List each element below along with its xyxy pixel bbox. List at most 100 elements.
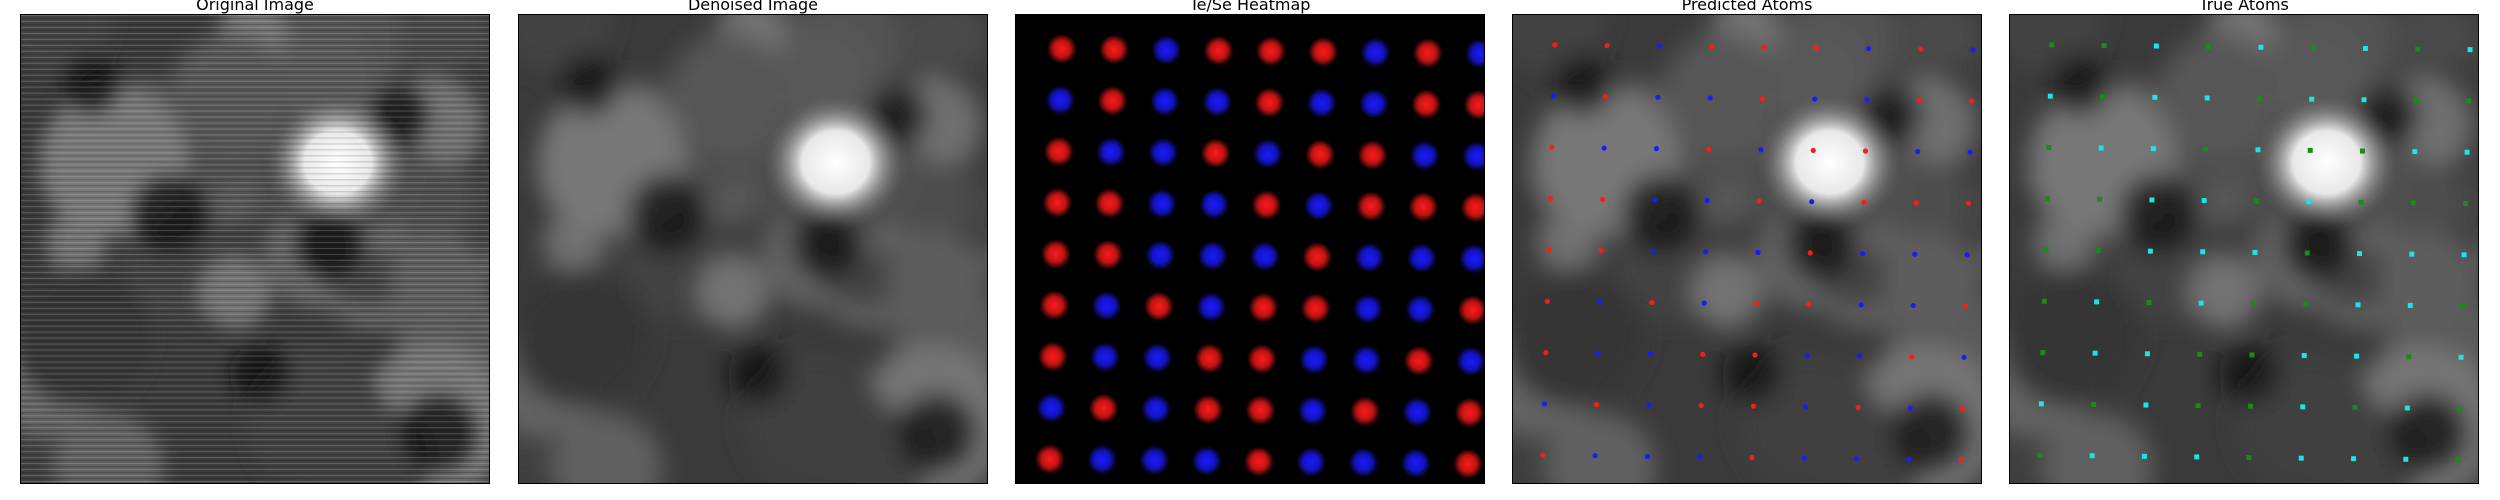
predicted-atom-te (1709, 44, 1715, 50)
heatmap-blob-te (1300, 293, 1331, 324)
true-atom-marker (2461, 252, 2467, 258)
true-atom-marker (2153, 43, 2159, 49)
true-atom-marker (2300, 404, 2306, 410)
predicted-atom-se (1550, 93, 1556, 99)
predicted-atom-te (1855, 404, 1861, 411)
texture-layer (519, 15, 987, 483)
predicted-atom-se (1803, 404, 1809, 410)
predicted-atom-se (1809, 199, 1815, 205)
heatmap-blob-se (1306, 88, 1337, 119)
true-atom-marker (2360, 148, 2365, 154)
heatmap-blob-se (1090, 342, 1121, 373)
panel-title-heatmap: Te/Se Heatmap (1189, 0, 1311, 14)
true-atom-marker (2309, 96, 2315, 102)
heatmap-blob-te (1411, 89, 1442, 120)
heatmap-blob-te (1034, 444, 1065, 475)
dark-pit (399, 393, 480, 474)
true-atom-marker (2094, 299, 2100, 305)
texture-blob (1882, 230, 1974, 323)
true-atom-marker (2415, 46, 2421, 52)
dark-pit (2219, 343, 2279, 404)
true-atom-marker (2406, 354, 2412, 360)
predicted-atom-te (1752, 352, 1758, 358)
dark-pit (1722, 343, 1782, 404)
predicted-atom-se (1912, 251, 1918, 257)
true-atom-marker (2043, 247, 2049, 253)
predicted-atom-se (1964, 252, 1970, 258)
texture-blob (53, 413, 165, 483)
heatmap-blob-te (1308, 36, 1339, 67)
heatmap-blob-se (1196, 292, 1227, 322)
predicted-atom-se (1652, 197, 1658, 203)
true-atom-marker (2194, 454, 2200, 460)
heatmap-blob-se (1400, 448, 1431, 479)
predicted-atom-te (1813, 45, 1819, 51)
heatmap-blob-se (1142, 342, 1173, 373)
texture-blob (668, 33, 788, 153)
true-atom-marker (2298, 455, 2304, 461)
dark-pit (1891, 393, 1972, 474)
texture-blob (390, 230, 482, 323)
true-atom-marker (2407, 302, 2413, 308)
heatmap-blob-se (1351, 345, 1382, 376)
image-frame-true (2009, 14, 2479, 484)
true-atom-marker (2044, 196, 2050, 202)
true-atom-marker (2150, 146, 2156, 152)
true-atom-marker (2307, 147, 2313, 153)
heatmap-blob-se (1252, 138, 1283, 169)
predicted-atom-se (1647, 351, 1654, 357)
true-atom-marker (2403, 456, 2409, 462)
texture-blob (198, 256, 271, 329)
true-atom-marker (2204, 95, 2210, 101)
dark-pit (2388, 393, 2469, 474)
true-atom-marker (2306, 199, 2312, 205)
predicted-atom-te (1700, 351, 1706, 357)
predicted-atom-te (1962, 303, 1969, 309)
true-atom-marker (2250, 301, 2256, 307)
texture-blob (1545, 413, 1657, 483)
true-atom-marker (2404, 405, 2410, 411)
true-atom-marker (2354, 353, 2360, 359)
heatmap-blob-se (1096, 137, 1127, 167)
predicted-atom-te (1543, 349, 1549, 356)
heatmap-blob-se (1297, 395, 1328, 426)
panel-title-denoised: Denoised Image (687, 0, 819, 14)
heatmap-blob-te (1356, 191, 1386, 222)
predicted-atom-se (1910, 302, 1916, 309)
true-atom-marker (2253, 198, 2259, 204)
heatmap-blob-se (1148, 137, 1179, 168)
dark-pit (130, 174, 211, 254)
predicted-atom-se (1601, 145, 1607, 151)
predicted-atom-te (1750, 403, 1757, 409)
heatmap-blob-te (1099, 34, 1130, 65)
predicted-atom-se (1812, 96, 1818, 102)
predicted-atom-se (1655, 94, 1661, 100)
true-atom-marker (2206, 44, 2212, 50)
image-frame-heatmap (1015, 14, 1485, 484)
heatmap-blob-se (1296, 447, 1327, 478)
true-atom-marker (2455, 457, 2461, 463)
predicted-atom-te (1594, 401, 1600, 408)
predicted-atom-te (1598, 248, 1604, 254)
predicted-atom-te (1968, 98, 1975, 104)
heatmap-blob-te (1039, 290, 1070, 321)
true-atom-marker (2047, 93, 2053, 99)
true-atom-marker (2412, 149, 2418, 155)
predicted-atom-se (1704, 197, 1710, 204)
predicted-atom-te (1549, 144, 1555, 151)
dark-pit (1552, 54, 1613, 115)
dark-pit (2119, 174, 2200, 254)
true-atom-marker (2310, 45, 2316, 51)
true-atom-marker (2098, 145, 2104, 151)
predicted-atom-te (1603, 94, 1609, 100)
heatmap-blob-se (1045, 85, 1076, 116)
true-atoms-image (2010, 15, 2478, 483)
true-atom-marker (2097, 196, 2103, 202)
heatmap-blob-se (1456, 346, 1484, 377)
heatmap-blob-se (1462, 141, 1484, 172)
heatmap-blob-se (1465, 38, 1484, 69)
predicted-atom-se (1592, 453, 1598, 459)
panel-predicted: Predicted Atoms (1512, 0, 1982, 484)
true-atom-marker (2463, 201, 2469, 206)
heatmap-blob-te (1203, 35, 1234, 66)
